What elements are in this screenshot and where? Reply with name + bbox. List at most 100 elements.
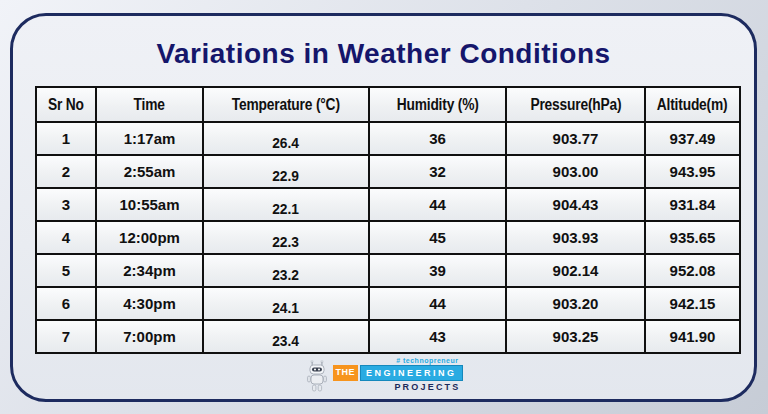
- table-cell: 942.15: [645, 287, 740, 320]
- cell-value: 44: [429, 196, 446, 213]
- cell-value: 941.90: [670, 328, 716, 345]
- cell-value: 32: [429, 163, 446, 180]
- table-cell: 5: [36, 254, 96, 287]
- table-cell: 26.4: [203, 122, 369, 155]
- table-cell: 22.3: [203, 221, 369, 254]
- page-title: Variations in Weather Conditions: [13, 38, 754, 70]
- logo-text: # technopreneur THE ENGINEERING PROJECTS: [332, 357, 462, 392]
- table-cell: 45: [369, 221, 506, 254]
- table-body: 11:17am26.436903.77937.4922:55am22.93290…: [36, 122, 740, 353]
- table-cell: 1: [36, 122, 96, 155]
- cell-value: 2:55am: [124, 163, 176, 180]
- table-row: 6 4:30pm 24.1 44 903.20 942.15: [36, 287, 740, 320]
- col-header-time: Time: [96, 87, 203, 122]
- table-cell: 22.9: [203, 155, 369, 188]
- table-cell: 3: [36, 188, 96, 221]
- cell-value: 2: [62, 163, 70, 180]
- cell-value: 39: [429, 262, 446, 279]
- table-cell: 1:17am: [96, 122, 203, 155]
- table-cell: 10:55am: [96, 188, 203, 221]
- cell-value: 2:34pm: [123, 262, 176, 279]
- table-cell: 931.84: [645, 188, 740, 221]
- table-cell: 12:00pm: [96, 221, 203, 254]
- table-cell: 952.08: [645, 254, 740, 287]
- cell-value: 931.84: [670, 196, 716, 213]
- cell-value: 4:30pm: [123, 295, 176, 312]
- cell-value: 903.20: [553, 295, 599, 312]
- table-cell: 2:55am: [96, 155, 203, 188]
- table-cell: 903.93: [506, 221, 645, 254]
- engineering-projects-logo: # technopreneur THE ENGINEERING PROJECTS: [304, 357, 462, 393]
- table-row: 5 2:34pm 23.2 39 902.14 952.08: [36, 254, 740, 287]
- cell-value: 22.3: [273, 233, 300, 250]
- table-cell: 904.43: [506, 188, 645, 221]
- table-cell: 937.49: [645, 122, 740, 155]
- table-cell: 2: [36, 155, 96, 188]
- cell-value: 952.08: [670, 262, 716, 279]
- header-row: Sr No Time Temperature (°C) Humidity (%)…: [36, 87, 740, 122]
- weather-table: Sr No Time Temperature (°C) Humidity (%)…: [35, 86, 741, 354]
- cell-value: 1:17am: [124, 130, 176, 147]
- cell-value: 43: [429, 328, 446, 345]
- table-cell: 32: [369, 155, 506, 188]
- table-cell: 36: [369, 122, 506, 155]
- cell-value: 6: [62, 295, 70, 312]
- weather-card: Variations in Weather Conditions Sr No T…: [10, 13, 757, 402]
- cell-value: 3: [62, 196, 70, 213]
- table-cell: 903.77: [506, 122, 645, 155]
- table-row: 4 12:00pm 22.3 45 903.93 935.65: [36, 221, 740, 254]
- cell-value: 5: [62, 262, 70, 279]
- cell-value: 22.1: [273, 200, 300, 217]
- logo-engineering-badge: ENGINEERING: [360, 365, 463, 381]
- cell-value: 903.25: [553, 328, 599, 345]
- table-cell: 23.2: [203, 254, 369, 287]
- cell-value: 943.95: [670, 163, 716, 180]
- table-cell: 7: [36, 320, 96, 353]
- table-cell: 941.90: [645, 320, 740, 353]
- table-cell: 24.1: [203, 287, 369, 320]
- table-cell: 902.14: [506, 254, 645, 287]
- cell-value: 937.49: [670, 130, 716, 147]
- cell-value: 23.2: [273, 266, 300, 283]
- table-cell: 44: [369, 287, 506, 320]
- table-cell: 4:30pm: [96, 287, 203, 320]
- cell-value: 935.65: [670, 229, 716, 246]
- col-header-altitude: Altitude(m): [645, 87, 740, 122]
- table-cell: 4: [36, 221, 96, 254]
- cell-value: 942.15: [670, 295, 716, 312]
- cell-value: 26.4: [273, 134, 300, 151]
- cell-value: 903.00: [553, 163, 599, 180]
- table-cell: 23.4: [203, 320, 369, 353]
- table-cell: 39: [369, 254, 506, 287]
- cell-value: 4: [62, 229, 70, 246]
- table-header: Sr No Time Temperature (°C) Humidity (%)…: [36, 87, 740, 122]
- table-row: 7 7:00pm 23.4 43 903.25 941.90: [36, 320, 740, 353]
- cell-value: 7:00pm: [123, 328, 176, 345]
- cell-value: 24.1: [273, 299, 300, 316]
- cell-value: 903.93: [553, 229, 599, 246]
- table-cell: 2:34pm: [96, 254, 203, 287]
- col-header-temperature: Temperature (°C): [203, 87, 369, 122]
- col-header-pressure: Pressure(hPa): [506, 87, 645, 122]
- table-cell: 903.00: [506, 155, 645, 188]
- cell-value: 10:55am: [119, 196, 179, 213]
- table-row: 2 2:55am 22.9 32 903.00 943.95: [36, 155, 740, 188]
- cell-value: 902.14: [553, 262, 599, 279]
- table-cell: 903.20: [506, 287, 645, 320]
- table-cell: 935.65: [645, 221, 740, 254]
- cell-value: 36: [429, 130, 446, 147]
- table-cell: 7:00pm: [96, 320, 203, 353]
- logo-projects-label: PROJECTS: [394, 382, 460, 392]
- cell-value: 903.77: [553, 130, 599, 147]
- cell-value: 904.43: [553, 196, 599, 213]
- cell-value: 1: [62, 130, 70, 147]
- cell-value: 7: [62, 328, 70, 345]
- robot-icon: [304, 359, 328, 393]
- col-header-humidity: Humidity (%): [369, 87, 506, 122]
- cell-value: 12:00pm: [119, 229, 180, 246]
- cell-value: 23.4: [273, 332, 300, 349]
- logo-badges: THE ENGINEERING: [332, 365, 462, 381]
- table-cell: 903.25: [506, 320, 645, 353]
- cell-value: 45: [429, 229, 446, 246]
- table-cell: 6: [36, 287, 96, 320]
